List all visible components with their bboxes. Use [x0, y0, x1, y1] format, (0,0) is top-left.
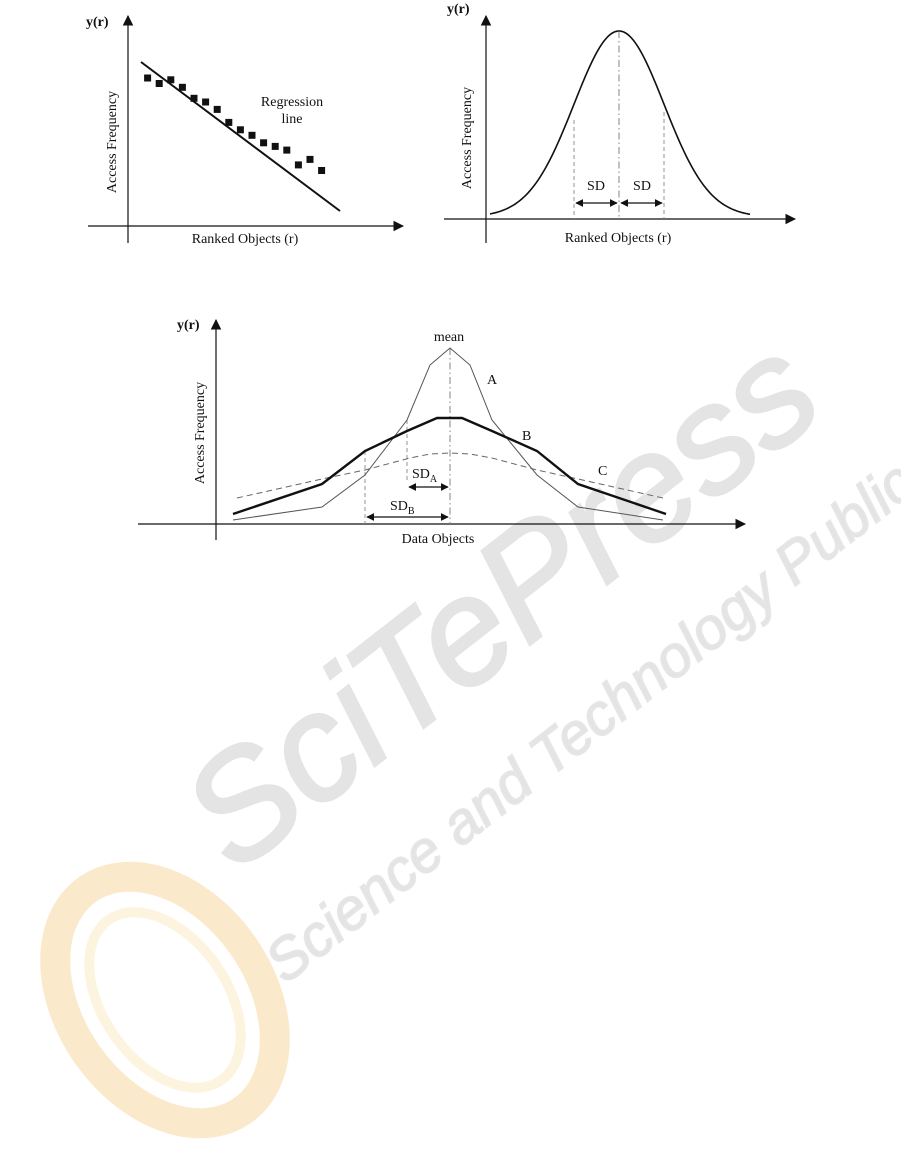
fig1-marker-7	[213, 105, 221, 113]
fig1-marker-10	[248, 131, 256, 139]
fig1-x-axis-title: Ranked Objects (r)	[192, 232, 299, 247]
fig1-marker-14	[294, 161, 302, 169]
fig3-curve-a	[232, 347, 664, 521]
watermark: SciTePress Science and Technology Public…	[40, 303, 901, 1139]
fig1-marker-15	[306, 155, 314, 163]
fig1-marker-9	[236, 126, 244, 134]
fig3-x-axis-title: Data Objects	[402, 532, 475, 547]
fig3-curve-b	[232, 416, 667, 516]
fig2-sd-left-label: SD	[587, 179, 605, 194]
fig3-curve-b-label: B	[522, 429, 531, 444]
figure-normal-curve: y(r) Access Frequency Ranked Objects (r)…	[444, 2, 797, 246]
fig3-sd-b-main: SD	[390, 499, 408, 514]
fig1-marker-12	[271, 142, 279, 150]
fig1-marker-5	[190, 94, 198, 102]
fig1-annotation-line2: line	[282, 112, 303, 127]
fig1-marker-4	[178, 83, 186, 91]
fig3-sd-a-label: SDA	[412, 467, 438, 485]
fig1-marker-1	[144, 74, 152, 82]
figure-distributions: y(r) Access Frequency Data Objects mean …	[138, 318, 747, 547]
fig1-marker-11	[260, 139, 268, 147]
fig2-x-axis-title: Ranked Objects (r)	[565, 231, 672, 246]
fig1-marker-16	[318, 167, 326, 174]
watermark-logo-ring	[40, 861, 290, 1139]
fig3-curve-c-label: C	[598, 464, 607, 479]
fig2-bell-curve	[489, 30, 751, 216]
fig3-mean-label: mean	[434, 330, 464, 345]
fig3-y-label: y(r)	[177, 318, 200, 333]
fig1-marker-13	[283, 146, 291, 154]
fig1-y-label: y(r)	[86, 15, 109, 30]
fig1-annotation-line1: Regression	[261, 95, 323, 110]
fig3-curve-c	[236, 452, 664, 499]
fig2-y-label: y(r)	[447, 2, 470, 17]
fig1-marker-8	[225, 118, 233, 126]
fig2-y-axis-title: Access Frequency	[460, 87, 475, 189]
fig2-sd-right-label: SD	[633, 179, 651, 194]
fig1-marker-2	[155, 80, 163, 87]
fig3-sd-b-sub: B	[408, 506, 415, 517]
fig1-marker-6	[202, 98, 210, 106]
fig1-regression-line	[140, 61, 341, 212]
figure-regression: y(r) Access Frequency Ranked Objects (r)…	[86, 14, 405, 247]
fig3-y-axis-title: Access Frequency	[193, 382, 208, 484]
fig1-y-axis-title: Access Frequency	[105, 91, 120, 193]
fig3-sd-b-label: SDB	[390, 499, 415, 517]
fig3-curve-a-label: A	[487, 373, 498, 388]
fig1-marker-3	[167, 76, 175, 84]
fig1-markers	[144, 74, 326, 174]
fig3-sd-a-sub: A	[430, 474, 438, 485]
fig3-sd-a-main: SD	[412, 467, 430, 482]
